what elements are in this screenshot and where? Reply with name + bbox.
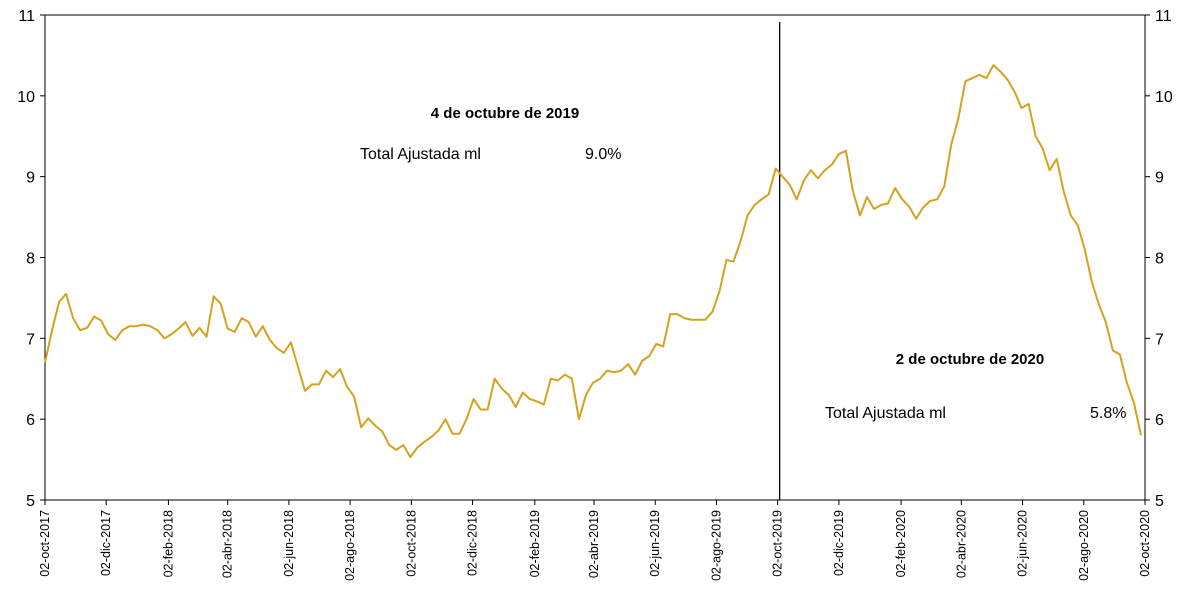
y2-tick-label: 5 bbox=[1155, 493, 1164, 510]
y2-tick-label: 10 bbox=[1155, 89, 1173, 106]
annotation-text: Total Ajustada ml bbox=[825, 405, 946, 422]
x-tick-label: 02-ago-2019 bbox=[709, 510, 723, 581]
y2-tick-label: 7 bbox=[1155, 331, 1164, 348]
annotation-text: Total Ajustada ml bbox=[360, 146, 481, 163]
data-line bbox=[44, 64, 1142, 459]
x-tick-label: 02-dic-2017 bbox=[99, 510, 113, 576]
y2-tick-label: 11 bbox=[1155, 8, 1172, 25]
y2-tick-label: 6 bbox=[1155, 412, 1164, 429]
x-tick-label: 02-ago-2018 bbox=[343, 510, 357, 581]
x-tick-label: 02-abr-2020 bbox=[954, 510, 968, 578]
x-tick-label: 02-oct-2018 bbox=[404, 510, 418, 577]
x-tick-label: 02-oct-2020 bbox=[1138, 510, 1152, 577]
y-tick-label: 5 bbox=[26, 493, 35, 510]
x-tick-label: 02-jun-2019 bbox=[648, 510, 662, 577]
y-tick-label: 10 bbox=[17, 89, 35, 106]
x-tick-label: 02-dic-2018 bbox=[466, 510, 480, 576]
x-tick-label: 02-feb-2018 bbox=[161, 510, 175, 577]
y-tick-label: 6 bbox=[26, 412, 35, 429]
x-tick-label: 02-abr-2019 bbox=[587, 510, 601, 578]
y2-tick-label: 8 bbox=[1155, 251, 1164, 268]
annotation-title: 4 de octubre de 2019 bbox=[431, 105, 579, 122]
y-tick-label: 7 bbox=[26, 331, 35, 348]
annotation-title: 2 de octubre de 2020 bbox=[896, 351, 1044, 368]
y-tick-label: 8 bbox=[26, 251, 35, 268]
annotation-value: 9.0% bbox=[585, 146, 621, 163]
x-tick-label: 02-jun-2018 bbox=[282, 510, 296, 577]
x-tick-label: 02-feb-2020 bbox=[894, 510, 908, 577]
x-tick-label: 02-feb-2019 bbox=[528, 510, 542, 577]
y2-tick-label: 9 bbox=[1155, 170, 1164, 187]
x-tick-label: 02-abr-2018 bbox=[221, 510, 235, 578]
y-tick-label: 9 bbox=[26, 170, 35, 187]
x-tick-label: 02-oct-2017 bbox=[38, 510, 52, 577]
x-tick-label: 02-dic-2019 bbox=[832, 510, 846, 576]
x-tick-label: 02-ago-2020 bbox=[1077, 510, 1091, 581]
x-tick-label: 02-oct-2019 bbox=[771, 510, 785, 577]
y-tick-label: 11 bbox=[18, 8, 35, 25]
annotation-value: 5.8% bbox=[1090, 405, 1126, 422]
x-tick-label: 02-jun-2020 bbox=[1016, 510, 1030, 577]
